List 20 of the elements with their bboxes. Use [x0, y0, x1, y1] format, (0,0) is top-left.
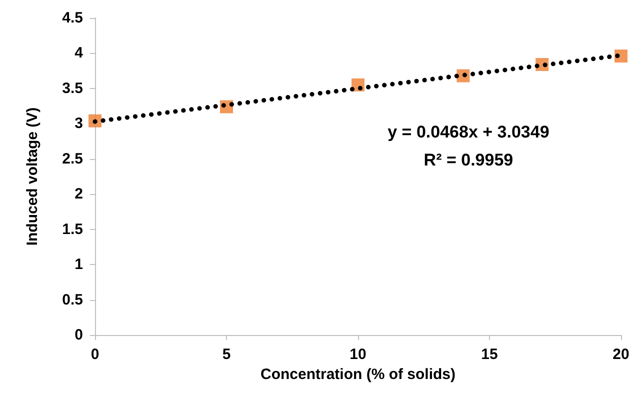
y-tick-label: 4.5: [62, 10, 83, 26]
y-tick-label: 0.5: [62, 291, 83, 308]
y-tick-label: 3: [74, 115, 83, 132]
point: [614, 50, 628, 63]
y-tick-label: 1: [74, 256, 83, 274]
annotation: R² = 0.9959: [424, 150, 514, 170]
x-tick-label: 20: [612, 346, 630, 363]
x-tick-label: 5: [222, 346, 231, 363]
x-tick-label: 10: [350, 346, 366, 363]
y-tick-label: 2: [74, 186, 83, 203]
annotation: y = 0.0468x + 3.0349: [388, 122, 550, 142]
x-axis-title: Concentration (% of solids): [260, 366, 456, 383]
y-tick-label: 2.5: [62, 150, 83, 168]
y-tick-label: 4: [74, 44, 84, 62]
x-tick-label: 0: [90, 346, 100, 363]
y-tick-label: 0: [74, 326, 83, 344]
y-tick-label: 3.5: [62, 80, 83, 97]
y-tick-label: 1.5: [62, 220, 83, 238]
y-axis-title: Induced voltage (V): [24, 107, 41, 246]
x-tick-label: 15: [481, 346, 498, 363]
